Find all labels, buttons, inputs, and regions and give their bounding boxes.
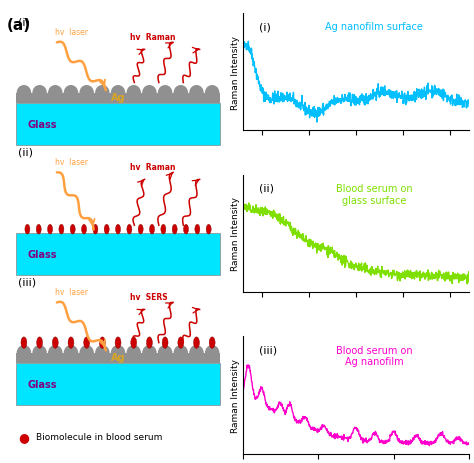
Ellipse shape xyxy=(80,86,94,101)
Circle shape xyxy=(68,337,74,349)
Text: (ii): (ii) xyxy=(258,183,273,194)
Bar xyxy=(16,94,220,104)
Circle shape xyxy=(183,225,189,235)
Circle shape xyxy=(209,337,215,349)
Ellipse shape xyxy=(173,86,188,101)
Ellipse shape xyxy=(32,86,47,101)
Text: Ag: Ag xyxy=(111,93,125,103)
Circle shape xyxy=(25,225,30,235)
Ellipse shape xyxy=(95,345,109,361)
Text: Blood serum on
Ag nanofilm: Blood serum on Ag nanofilm xyxy=(336,345,412,367)
Circle shape xyxy=(104,225,109,235)
Circle shape xyxy=(146,337,152,349)
Text: (i): (i) xyxy=(18,17,30,27)
Circle shape xyxy=(52,337,58,349)
Circle shape xyxy=(21,337,27,349)
Ellipse shape xyxy=(158,345,173,361)
Text: (iii): (iii) xyxy=(18,276,36,287)
Circle shape xyxy=(100,337,105,349)
Y-axis label: Raman Intensity: Raman Intensity xyxy=(231,36,240,109)
Text: (ii): (ii) xyxy=(18,147,33,157)
Ellipse shape xyxy=(17,345,31,361)
Circle shape xyxy=(116,225,120,235)
Ellipse shape xyxy=(64,345,78,361)
Circle shape xyxy=(82,225,87,235)
Ellipse shape xyxy=(64,86,78,101)
Circle shape xyxy=(36,337,43,349)
Circle shape xyxy=(149,225,155,235)
Text: hv  Raman: hv Raman xyxy=(130,33,176,42)
Bar xyxy=(16,104,220,146)
Text: hv  SERS: hv SERS xyxy=(130,292,168,301)
Circle shape xyxy=(127,225,132,235)
Circle shape xyxy=(162,337,168,349)
Y-axis label: Raman Intensity: Raman Intensity xyxy=(231,197,240,271)
Circle shape xyxy=(195,225,200,235)
Ellipse shape xyxy=(17,86,31,101)
Ellipse shape xyxy=(111,345,125,361)
Bar xyxy=(16,353,220,363)
Text: hv  laser: hv laser xyxy=(55,157,88,166)
Ellipse shape xyxy=(95,86,109,101)
Ellipse shape xyxy=(48,86,63,101)
Circle shape xyxy=(131,337,137,349)
Ellipse shape xyxy=(142,86,156,101)
Bar xyxy=(16,363,220,406)
Text: Biomolecule in blood serum: Biomolecule in blood serum xyxy=(36,432,163,441)
Circle shape xyxy=(59,225,64,235)
Circle shape xyxy=(138,225,143,235)
Y-axis label: Raman Intensity: Raman Intensity xyxy=(231,358,240,432)
Circle shape xyxy=(115,337,121,349)
Text: hv  laser: hv laser xyxy=(55,287,88,296)
Circle shape xyxy=(36,225,41,235)
Circle shape xyxy=(206,225,211,235)
Ellipse shape xyxy=(205,86,219,101)
Text: (a): (a) xyxy=(7,18,31,33)
Ellipse shape xyxy=(189,86,204,101)
Text: Glass: Glass xyxy=(27,379,57,389)
Ellipse shape xyxy=(158,86,173,101)
Circle shape xyxy=(84,337,90,349)
Text: (iii): (iii) xyxy=(258,345,277,355)
Circle shape xyxy=(70,225,75,235)
Text: Glass: Glass xyxy=(27,250,57,260)
Text: hv  Raman: hv Raman xyxy=(130,163,176,171)
Circle shape xyxy=(178,337,184,349)
Ellipse shape xyxy=(127,345,141,361)
Circle shape xyxy=(193,337,200,349)
Ellipse shape xyxy=(205,345,219,361)
Ellipse shape xyxy=(127,86,141,101)
Ellipse shape xyxy=(48,345,63,361)
Text: hv  laser: hv laser xyxy=(55,28,88,37)
Text: (i): (i) xyxy=(258,22,270,32)
Bar xyxy=(16,234,220,275)
Ellipse shape xyxy=(142,345,156,361)
Text: Glass: Glass xyxy=(27,120,57,130)
Ellipse shape xyxy=(173,345,188,361)
Text: ●: ● xyxy=(18,430,29,443)
Text: Ag: Ag xyxy=(111,353,125,363)
Ellipse shape xyxy=(189,345,204,361)
Circle shape xyxy=(161,225,166,235)
Circle shape xyxy=(93,225,98,235)
Circle shape xyxy=(47,225,53,235)
Circle shape xyxy=(172,225,177,235)
Ellipse shape xyxy=(111,86,125,101)
Ellipse shape xyxy=(80,345,94,361)
Text: Blood serum on
glass surface: Blood serum on glass surface xyxy=(336,183,412,205)
Ellipse shape xyxy=(32,345,47,361)
Text: Ag nanofilm surface: Ag nanofilm surface xyxy=(325,22,423,32)
Text: (b): (b) xyxy=(245,18,270,33)
